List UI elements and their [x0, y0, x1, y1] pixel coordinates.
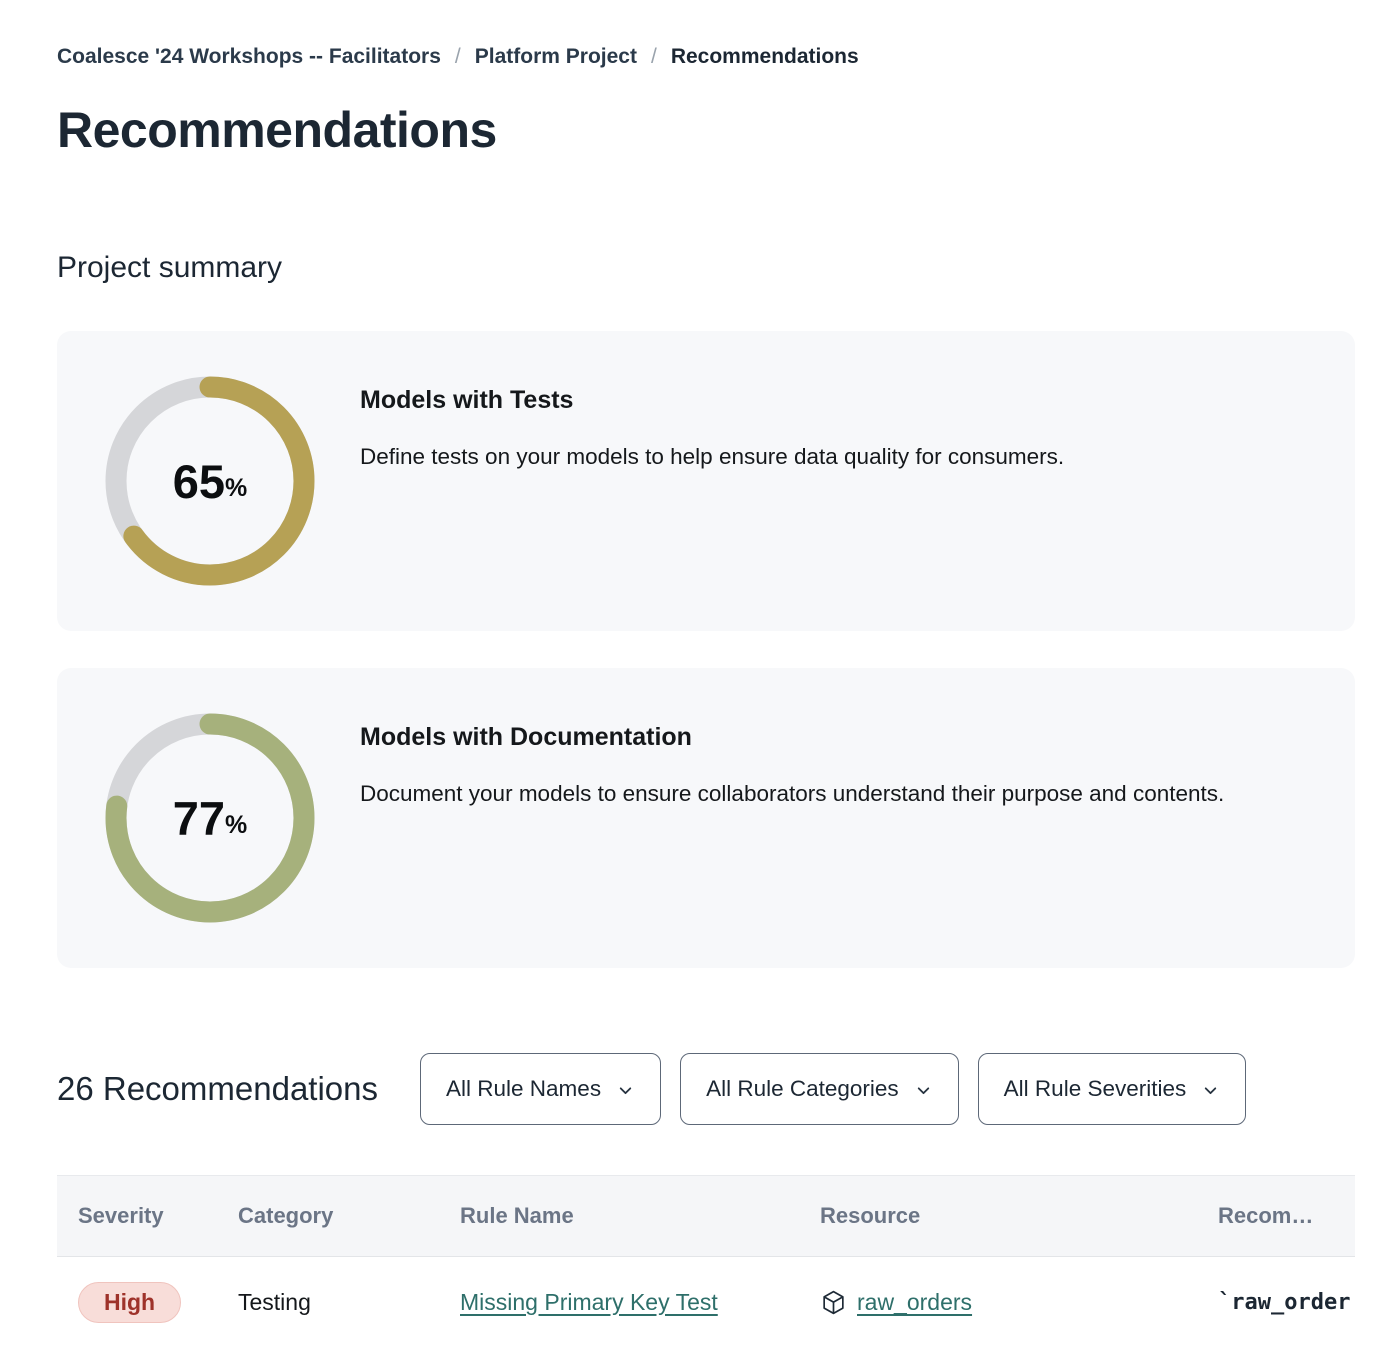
breadcrumb: Coalesce '24 Workshops -- Facilitators /… [57, 45, 1355, 69]
models-with-tests-donut: 65 % [105, 376, 315, 586]
column-header-resource: Resource [820, 1203, 921, 1228]
table-row: High Testing Missing Primary Key Test ra… [57, 1257, 1355, 1347]
column-header-severity: Severity [78, 1203, 164, 1228]
rule-names-filter-dropdown[interactable]: All Rule Names [420, 1053, 662, 1125]
resource-link[interactable]: raw_orders [857, 1288, 973, 1315]
donut-percent-label: 77 % [105, 713, 315, 923]
breadcrumb-platform-project[interactable]: Platform Project [474, 45, 637, 68]
models-with-tests-card: 65 % Models with Tests Define tests on y… [57, 331, 1355, 631]
card-text: Models with Tests Define tests on your m… [360, 331, 1064, 631]
table-header-row: Severity Category Rule Name Resource Rec… [57, 1175, 1355, 1257]
models-with-documentation-card: 77 % Models with Documentation Document … [57, 668, 1355, 968]
card-description: Document your models to ensure collabora… [360, 781, 1225, 806]
donut-percent-label: 65 % [105, 376, 315, 586]
chevron-down-icon [619, 1087, 632, 1095]
column-header-rule-name: Rule Name [460, 1203, 574, 1228]
card-title: Models with Tests [360, 386, 574, 414]
category-cell: Testing [238, 1288, 311, 1315]
percent-sign: % [225, 473, 248, 502]
percent-sign: % [225, 810, 248, 839]
project-summary-heading: Project summary [57, 251, 283, 284]
rule-severities-filter-dropdown[interactable]: All Rule Severities [977, 1053, 1247, 1125]
column-header-recommendation: Recom… [1218, 1203, 1314, 1228]
card-text: Models with Documentation Document your … [360, 668, 1224, 968]
chevron-down-icon [1205, 1087, 1217, 1095]
recommendations-table: Severity Category Rule Name Resource Rec… [57, 1175, 1355, 1347]
card-title: Models with Documentation [360, 723, 692, 751]
breadcrumb-separator: / [650, 45, 657, 68]
donut-chart [105, 376, 315, 586]
resource-cell: raw_orders [820, 1289, 1218, 1316]
recommendation-code-cell: `raw_order [1218, 1289, 1351, 1315]
column-header-category: Category [238, 1203, 334, 1228]
recommendations-toolbar: 26 Recommendations All Rule Names All Ru… [57, 1053, 1355, 1125]
breadcrumb-recommendations: Recommendations [670, 45, 859, 68]
breadcrumb-separator: / [454, 45, 461, 68]
page-title: Recommendations [57, 102, 497, 158]
chevron-down-icon [917, 1087, 929, 1095]
filter-label: All Rule Severities [1003, 1076, 1187, 1101]
percent-value: 65 [172, 454, 226, 508]
filter-label: All Rule Categories [706, 1076, 899, 1101]
percent-value: 77 [172, 791, 226, 845]
breadcrumb-project-group[interactable]: Coalesce '24 Workshops -- Facilitators [57, 45, 441, 68]
rule-categories-filter-dropdown[interactable]: All Rule Categories [680, 1053, 959, 1125]
recommendations-count-heading: 26 Recommendations [57, 1070, 379, 1107]
models-with-documentation-donut: 77 % [105, 713, 315, 923]
donut-chart [105, 713, 315, 923]
severity-badge-high: High [78, 1281, 182, 1323]
card-description: Define tests on your models to help ensu… [360, 444, 1065, 469]
filters: All Rule Names All Rule Categories All R… [420, 1053, 1247, 1125]
rule-name-link[interactable]: Missing Primary Key Test [460, 1288, 718, 1315]
filter-label: All Rule Names [446, 1076, 602, 1101]
model-cube-icon [823, 1290, 844, 1314]
